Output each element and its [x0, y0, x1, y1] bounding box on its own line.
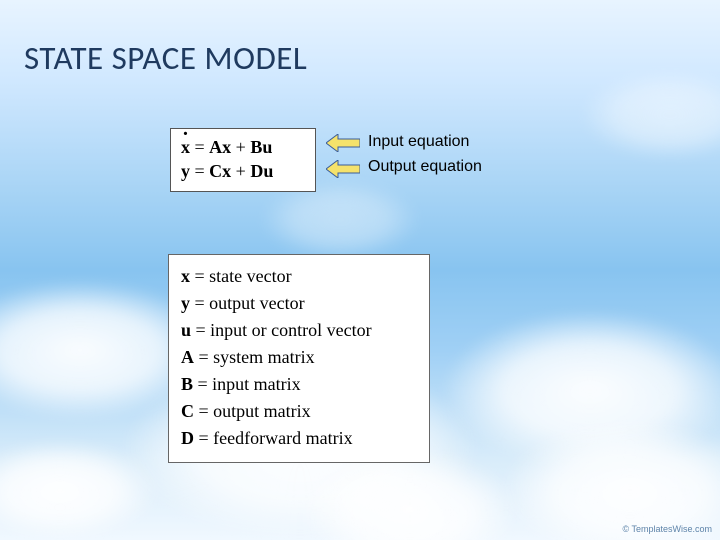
def-symbol: y	[181, 293, 190, 313]
equation-row-output: y = Cx + Du	[181, 159, 305, 183]
def-symbol: u	[181, 320, 191, 340]
eq-lhs-xdot: x	[181, 135, 190, 159]
def-text: output vector	[209, 293, 304, 313]
definition-row: y = output vector	[181, 290, 417, 317]
definition-row: C = output matrix	[181, 398, 417, 425]
def-symbol: C	[181, 401, 194, 421]
eq-term: A	[209, 137, 222, 157]
left-arrow-icon	[326, 160, 360, 178]
def-symbol: x	[181, 266, 190, 286]
annotation-input-equation: Input equation	[368, 133, 469, 151]
eq-lhs-y: y	[181, 161, 190, 181]
def-text: feedforward matrix	[213, 428, 352, 448]
annotation-output-equation: Output equation	[368, 158, 482, 176]
def-symbol: A	[181, 347, 194, 367]
definition-row: u = input or control vector	[181, 317, 417, 344]
eq-term: B	[250, 137, 262, 157]
eq-plus: +	[231, 161, 250, 181]
eq-term: x	[222, 161, 231, 181]
eq-eqsign: =	[195, 161, 210, 181]
def-text: input or control vector	[210, 320, 371, 340]
def-symbol: D	[181, 428, 194, 448]
cloud-blob	[260, 180, 420, 260]
def-text: output matrix	[213, 401, 311, 421]
definitions-box: x = state vector y = output vector u = i…	[168, 254, 430, 463]
cloud-blob	[580, 70, 720, 160]
def-text: state vector	[209, 266, 291, 286]
definition-row: D = feedforward matrix	[181, 425, 417, 452]
definition-row: A = system matrix	[181, 344, 417, 371]
equations-box: x = Ax + Bu y = Cx + Du	[170, 128, 316, 192]
def-text: system matrix	[213, 347, 315, 367]
eq-term: D	[250, 161, 263, 181]
definition-row: x = state vector	[181, 263, 417, 290]
eq-term: u	[262, 137, 272, 157]
equation-row-input: x = Ax + Bu	[181, 135, 305, 159]
definition-row: B = input matrix	[181, 371, 417, 398]
left-arrow-icon	[326, 134, 360, 152]
eq-plus: +	[231, 137, 250, 157]
eq-term: x	[222, 137, 231, 157]
eq-term: u	[263, 161, 273, 181]
def-text: input matrix	[212, 374, 301, 394]
eq-eqsign: =	[195, 137, 210, 157]
watermark-text: © TemplatesWise.com	[623, 524, 713, 534]
arrow-shape	[326, 134, 360, 152]
def-symbol: B	[181, 374, 193, 394]
arrow-shape	[326, 160, 360, 178]
slide-title: STATE SPACE MODEL	[24, 38, 307, 78]
eq-term: C	[209, 161, 222, 181]
